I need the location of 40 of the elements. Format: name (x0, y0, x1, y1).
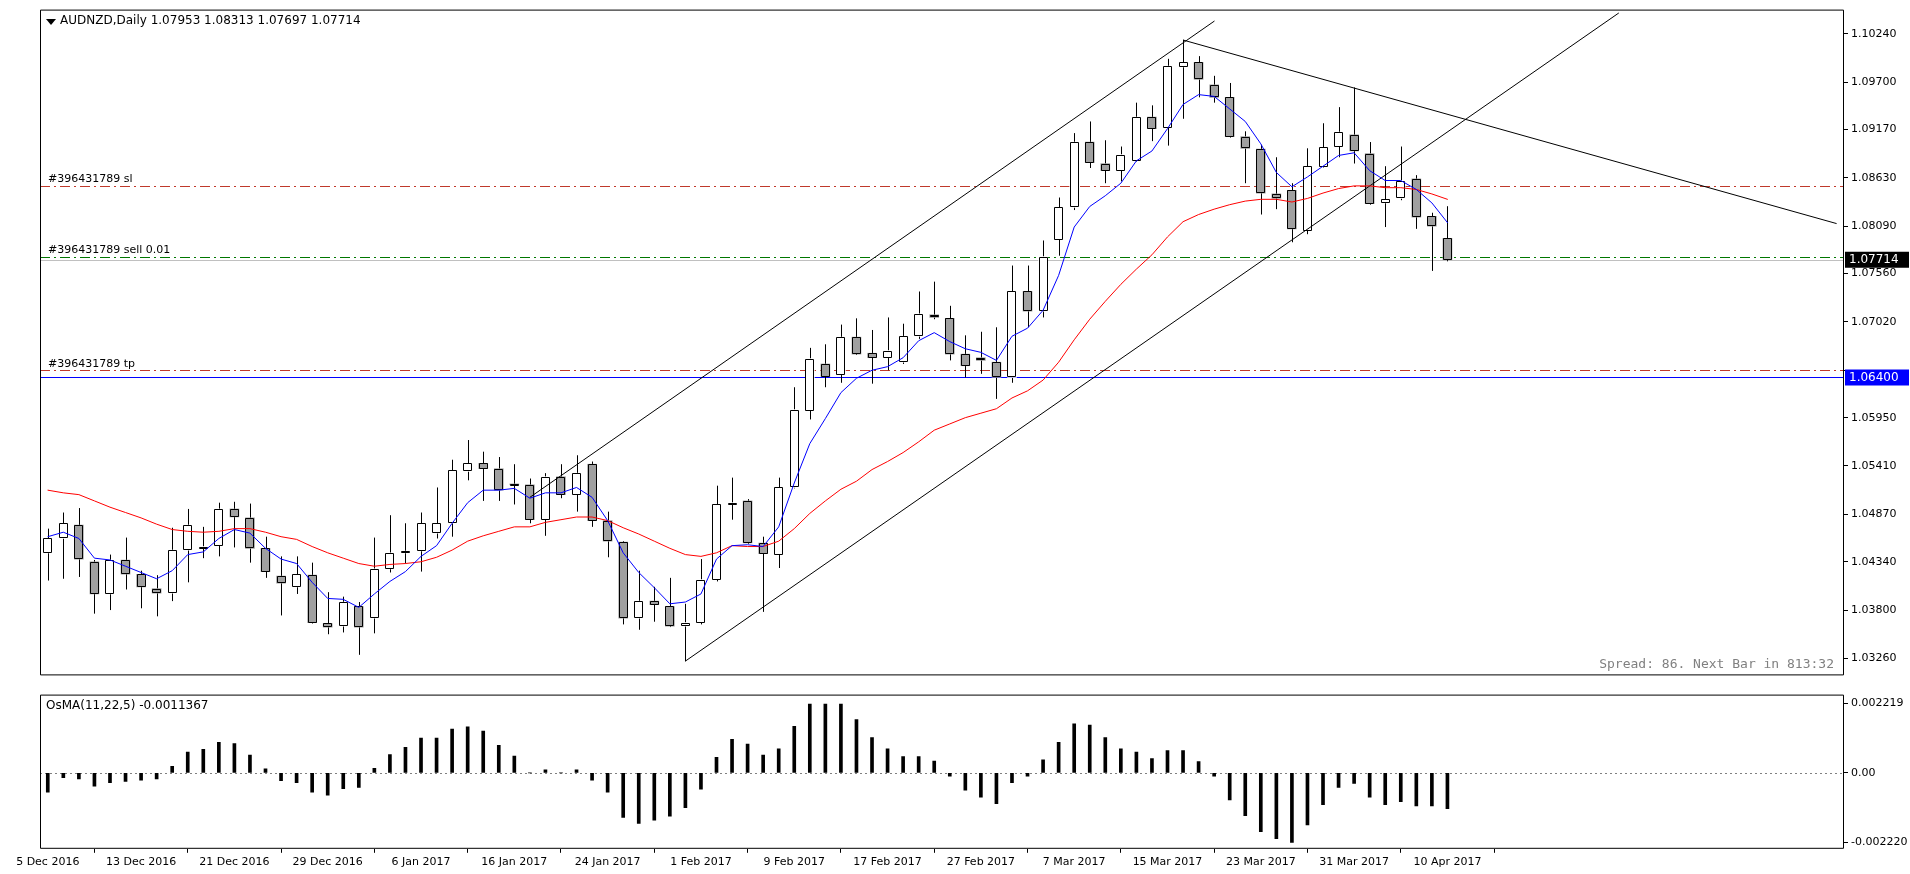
x-tick-label: 29 Dec 2016 (292, 855, 363, 869)
y-tick-label: -0.002220 (1851, 835, 1908, 849)
y-tick-label: 0.00 (1851, 765, 1876, 779)
x-tick-label: 27 Feb 2017 (946, 855, 1016, 869)
x-tick-label: 5 Dec 2016 (16, 855, 80, 869)
y-tick-label: 1.04870 (1851, 507, 1897, 521)
x-tick-label: 15 Mar 2017 (1132, 855, 1203, 869)
y-tick-label: 1.10240 (1851, 26, 1897, 40)
ref-line-label: #396431789 sell 0.01 (48, 242, 171, 256)
y-tick-label: 1.09170 (1851, 122, 1897, 136)
annotation: Spread: 86. Next Bar in 813:32 (1599, 656, 1834, 672)
y-tick-label: 1.07020 (1851, 314, 1897, 328)
x-tick-label: 31 Mar 2017 (1319, 855, 1389, 869)
ref-line-label: #396431789 sl (48, 172, 133, 186)
x-tick-label: 13 Dec 2016 (105, 855, 177, 869)
y-tick-label: 0.002219 (1851, 696, 1904, 710)
y-tick-label: 1.03260 (1851, 651, 1897, 665)
chart-title: OsMA(11,22,5) -0.0011367 (46, 697, 209, 712)
ref-line-label: 1.06400 (1849, 369, 1899, 384)
x-tick-label: 1 Feb 2017 (670, 855, 732, 869)
x-tick-label: 17 Feb 2017 (853, 855, 922, 869)
y-tick-label: 1.09700 (1851, 74, 1897, 88)
x-tick-label: 23 Mar 2017 (1225, 855, 1296, 869)
chart-title: AUDNZD,Daily 1.07953 1.08313 1.07697 1.07714 (60, 12, 361, 27)
x-tick-label: 24 Jan 2017 (574, 855, 641, 869)
x-tick-label: 21 Dec 2016 (199, 855, 270, 869)
ref-line-label: #396431789 tp (48, 356, 136, 370)
y-tick-label: 1.08090 (1851, 219, 1897, 233)
y-tick-label: 1.03800 (1851, 602, 1897, 616)
x-tick-label: 16 Jan 2017 (481, 855, 548, 869)
y-tick-label: 1.08630 (1851, 170, 1897, 184)
y-tick-label: 1.04340 (1851, 554, 1897, 568)
x-tick-label: 9 Feb 2017 (763, 855, 825, 869)
x-tick-label: 7 Mar 2017 (1042, 855, 1106, 869)
y-tick-label: 1.07560 (1851, 266, 1897, 280)
x-tick-label: 10 Apr 2017 (1413, 855, 1482, 869)
ref-line-label: 1.07714 (1849, 251, 1899, 266)
x-tick-label: 6 Jan 2017 (391, 855, 451, 869)
y-tick-label: 1.05410 (1851, 458, 1897, 472)
y-tick-label: 1.05950 (1851, 410, 1897, 424)
